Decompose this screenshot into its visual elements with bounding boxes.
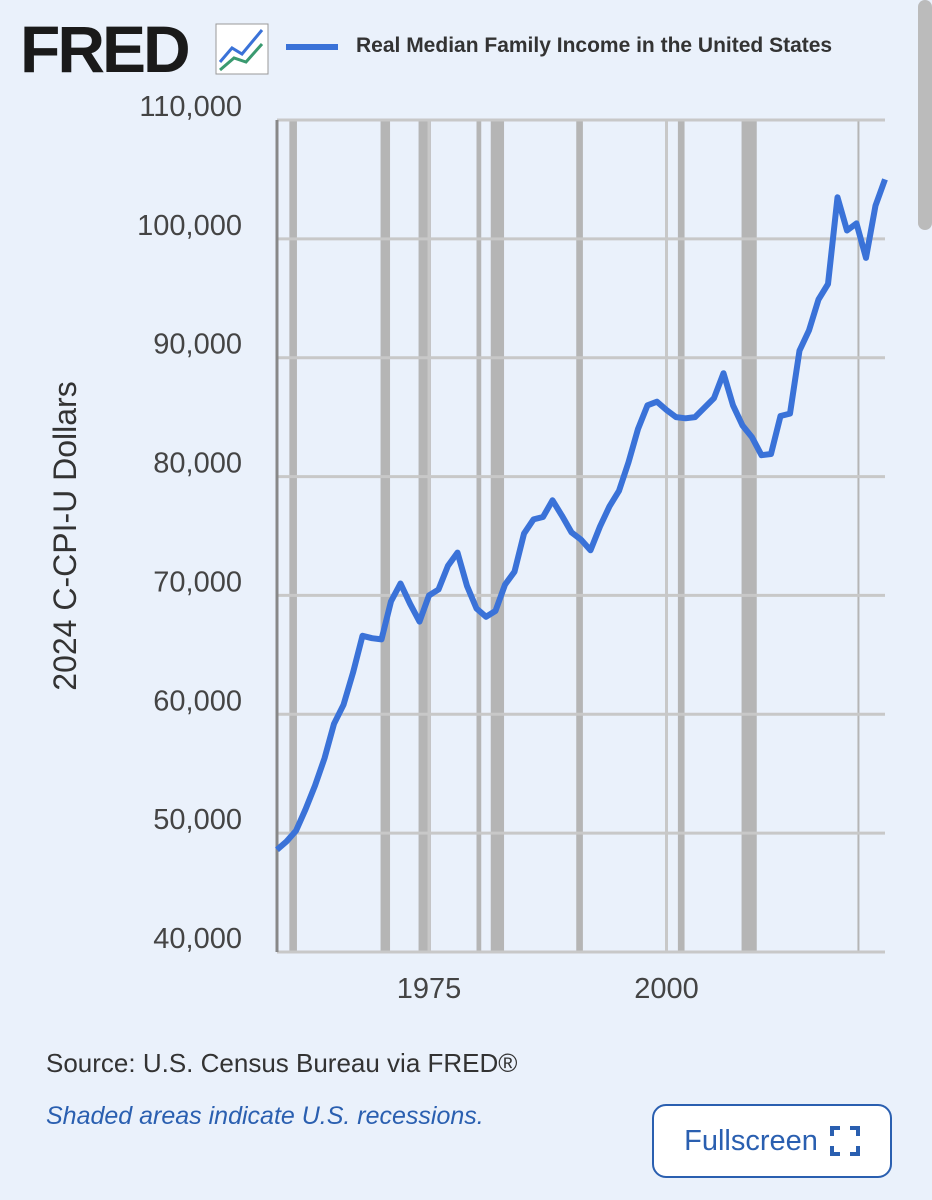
recession-band [380, 120, 391, 952]
note: Shaded areas indicate U.S. recessions. [46, 1102, 484, 1130]
y-tick-label: 90,000 [153, 329, 242, 361]
y-tick-label: 110,000 [139, 91, 242, 123]
y-axis-label: 2024 C-CPI-U Dollars [47, 381, 83, 690]
x-tick-label: 1975 [397, 973, 462, 1005]
legend-label: Real Median Family Income in the United … [356, 34, 832, 57]
recession-band [490, 120, 505, 952]
button-label: Fullscreen [684, 1124, 818, 1157]
y-tick-label: 70,000 [153, 566, 242, 598]
recession-band [677, 120, 685, 952]
recession-band [857, 120, 860, 952]
recession-band [289, 120, 297, 952]
logo-icon-line [218, 29, 264, 63]
plot: 40,000 50,000 60,000 70,000 80,000 90,000 100,… [137, 91, 888, 1005]
source: Source: U.S. Census Bureau via FRED® [46, 1048, 518, 1078]
fullscreen-button[interactable]: Fullscreen [652, 1104, 892, 1178]
y-tick-label: 60,000 [153, 685, 242, 717]
logo: FRED [20, 12, 188, 86]
y-tick-label: 40,000 [153, 923, 242, 955]
y-tick-label: 50,000 [153, 804, 242, 836]
fullscreen-icon [829, 1126, 860, 1156]
series-line [275, 178, 888, 853]
logo-icon-line [219, 43, 264, 72]
x-tick-label: 2000 [634, 973, 699, 1005]
recession-band [741, 120, 757, 952]
recession-band [476, 120, 482, 952]
y-tick-label: 100,000 [137, 210, 242, 242]
y-tick-label: 80,000 [153, 448, 242, 480]
scrollbar [918, 0, 932, 230]
